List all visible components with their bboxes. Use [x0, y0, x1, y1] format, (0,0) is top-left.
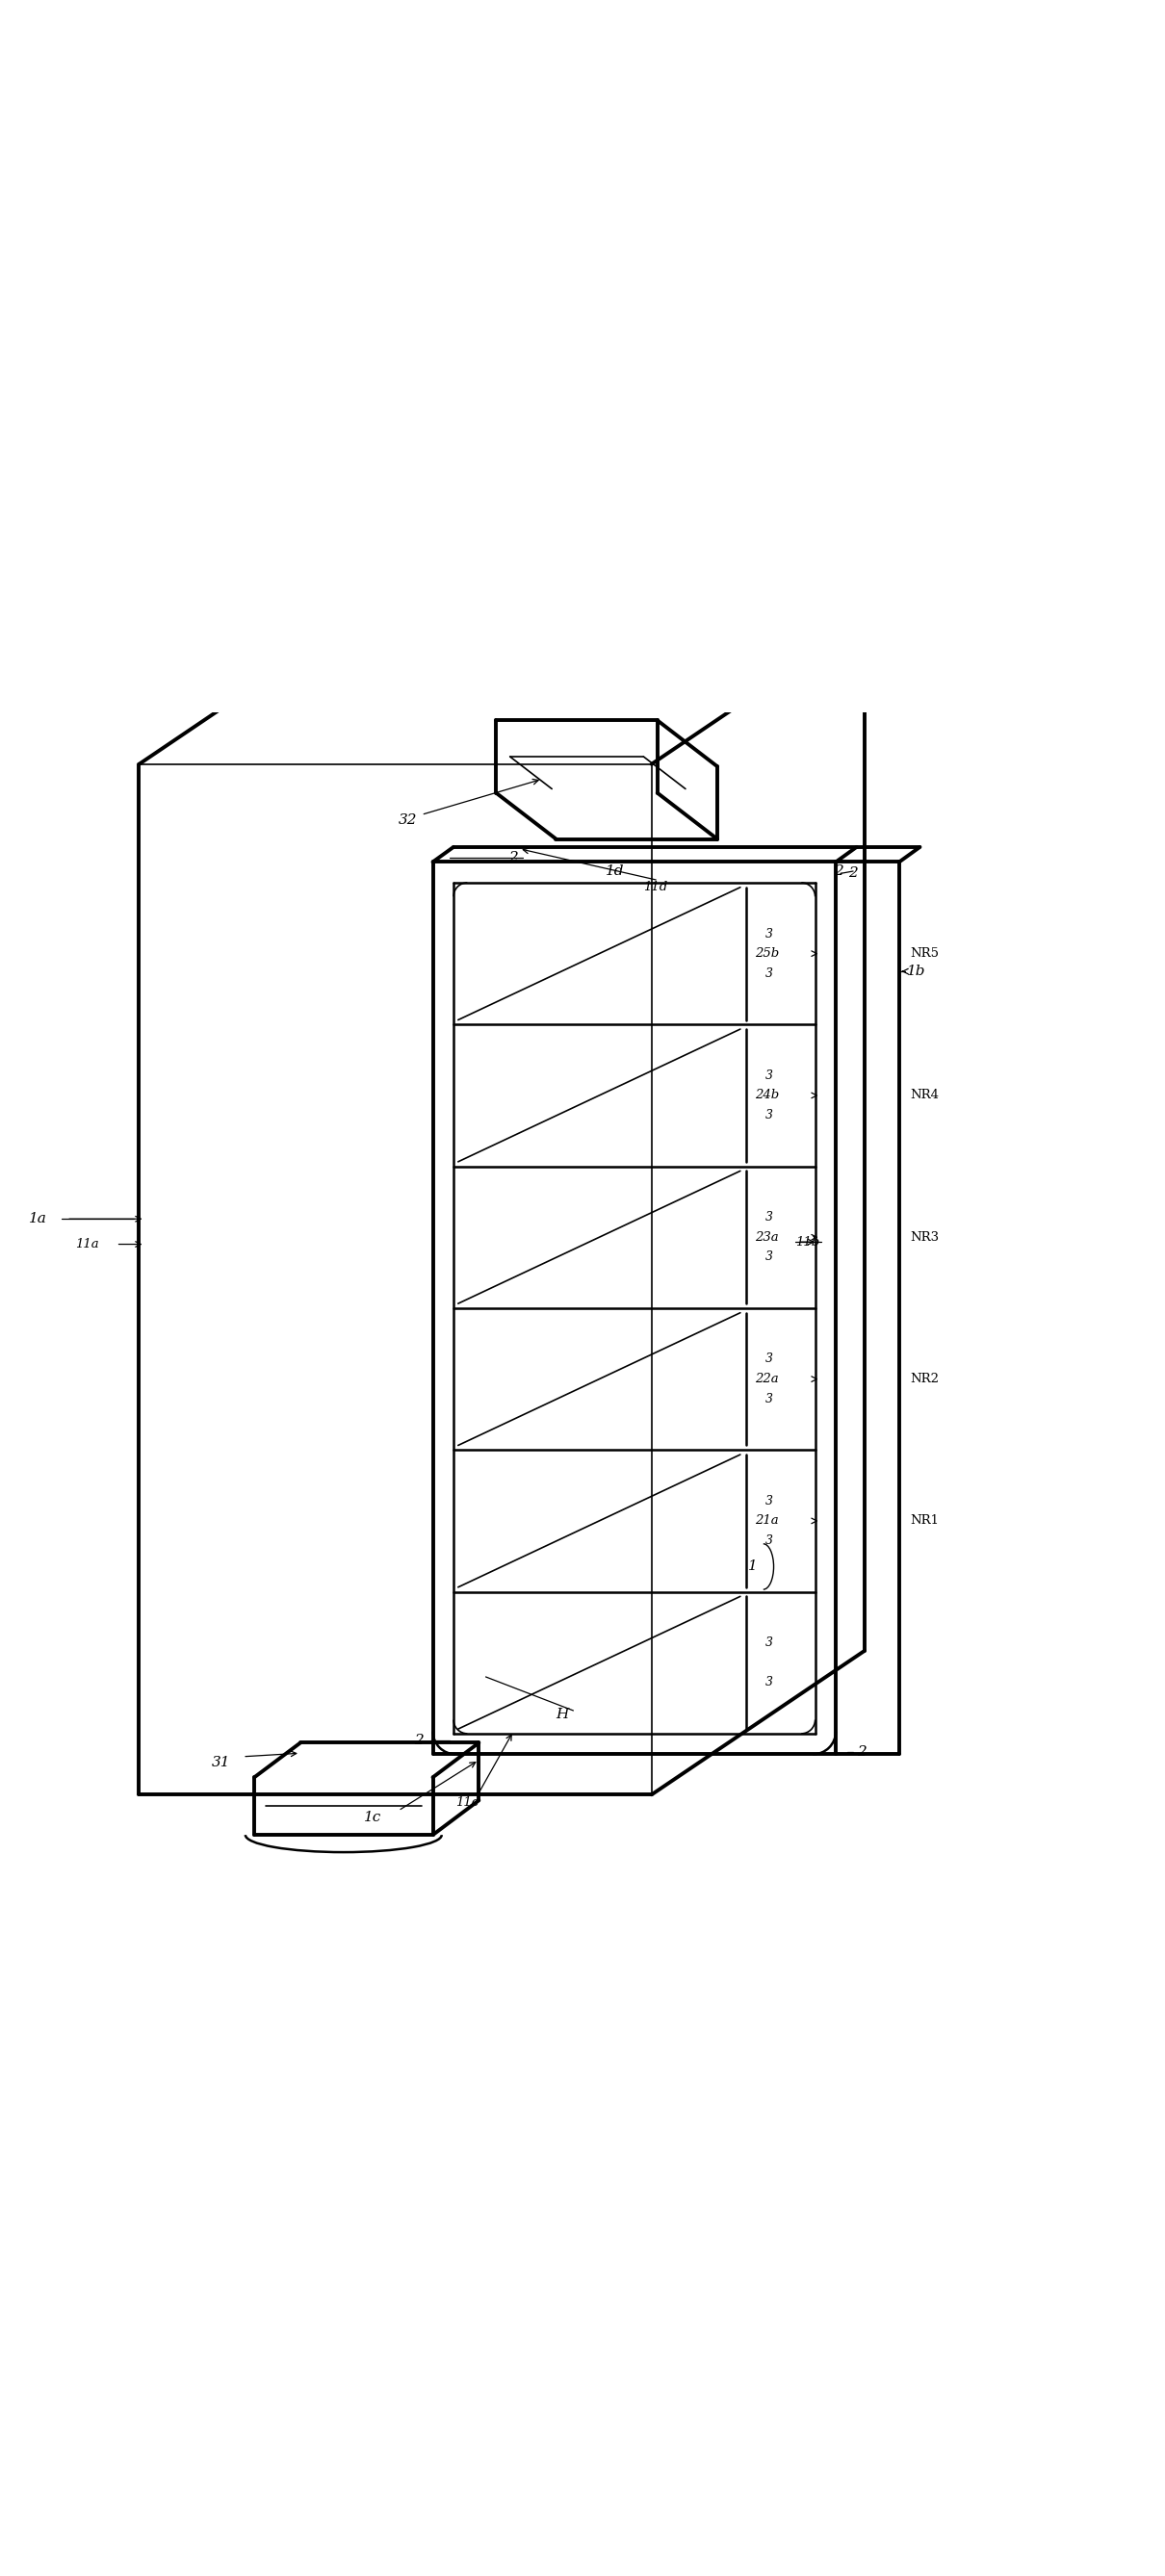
- Text: H: H: [556, 1708, 569, 1721]
- Text: 2: 2: [509, 850, 518, 863]
- Text: NR2: NR2: [910, 1373, 939, 1386]
- Text: 32: 32: [398, 814, 417, 827]
- Text: 2: 2: [833, 866, 842, 878]
- Text: 11b: 11b: [795, 1236, 819, 1249]
- Text: NR4: NR4: [910, 1090, 939, 1103]
- Text: 3: 3: [765, 1069, 772, 1082]
- Text: NR5: NR5: [910, 948, 939, 961]
- Text: 3: 3: [765, 1494, 772, 1507]
- Text: 3: 3: [765, 1110, 772, 1121]
- Text: 11d: 11d: [643, 881, 668, 894]
- Text: 3: 3: [765, 1211, 772, 1224]
- Text: 3: 3: [765, 1394, 772, 1404]
- Text: 3: 3: [765, 1352, 772, 1365]
- Text: 1d: 1d: [606, 866, 624, 878]
- Text: 3: 3: [765, 1535, 772, 1548]
- Text: 11c: 11c: [456, 1795, 479, 1808]
- Text: 2: 2: [415, 1734, 424, 1747]
- Text: 3: 3: [765, 1677, 772, 1690]
- Text: 3: 3: [765, 1252, 772, 1262]
- Text: NR3: NR3: [910, 1231, 939, 1244]
- Text: 23a: 23a: [755, 1231, 778, 1244]
- Text: 2: 2: [856, 1747, 866, 1759]
- Text: 25b: 25b: [755, 948, 779, 961]
- Text: NR1: NR1: [910, 1515, 939, 1528]
- Text: 31: 31: [212, 1757, 231, 1770]
- Text: 11a: 11a: [76, 1239, 99, 1249]
- Text: 24b: 24b: [755, 1090, 779, 1103]
- Text: 22a: 22a: [755, 1373, 778, 1386]
- Text: 1: 1: [748, 1561, 757, 1574]
- Text: 1a: 1a: [29, 1213, 47, 1226]
- Text: 1b: 1b: [908, 963, 926, 979]
- Text: 3: 3: [765, 966, 772, 979]
- Text: 3: 3: [765, 927, 772, 940]
- Text: 3: 3: [765, 1636, 772, 1649]
- Text: 21a: 21a: [755, 1515, 778, 1528]
- Text: 2: 2: [848, 866, 857, 881]
- Text: 1c: 1c: [365, 1811, 382, 1824]
